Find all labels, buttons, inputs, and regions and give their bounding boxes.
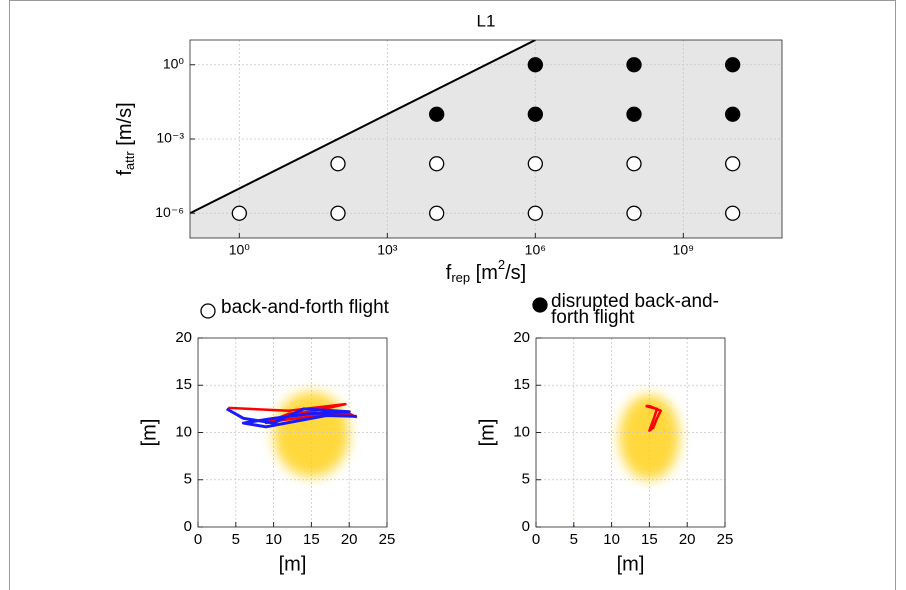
- x-tick-label: 10⁹: [673, 242, 695, 258]
- y-tick-label: 0: [522, 518, 530, 535]
- trajectory: [645, 404, 662, 432]
- axis-label: [m]: [279, 553, 307, 575]
- point: [725, 156, 741, 172]
- y-tick-label: 10: [513, 423, 530, 440]
- y-tick-label: 20: [513, 329, 530, 346]
- point: [527, 205, 543, 221]
- frame: [9, 0, 896, 590]
- axis-label: [m]: [476, 419, 498, 447]
- y-tick-label: 10⁰: [163, 55, 185, 71]
- x-tick-label: 15: [641, 531, 658, 548]
- y-tick-label: 0: [184, 518, 192, 535]
- point: [725, 57, 741, 73]
- point: [626, 57, 642, 73]
- axis-label-part: [m: [470, 262, 498, 284]
- y-tick-label: 10⁻⁶: [155, 204, 184, 220]
- y-tick-label: 15: [175, 376, 192, 393]
- x-tick-label: 25: [717, 531, 734, 548]
- legend-marker: [200, 303, 216, 319]
- x-tick-label: 10: [265, 531, 282, 548]
- point: [626, 106, 642, 122]
- boundary-line: [190, 40, 536, 215]
- x-tick-label: 0: [194, 531, 202, 548]
- axis-label-part: f: [114, 170, 136, 176]
- point: [527, 156, 543, 172]
- point: [429, 205, 445, 221]
- axis-label: frep [m2/s]: [446, 257, 527, 285]
- point: [725, 106, 741, 122]
- plot-layer: [536, 338, 725, 527]
- x-tick-label: 10⁰: [229, 242, 251, 258]
- point: [429, 156, 445, 172]
- point: [330, 205, 346, 221]
- x-tick-label: 25: [379, 531, 396, 548]
- point: [330, 156, 346, 172]
- axis-label: [m]: [138, 419, 160, 447]
- point: [626, 156, 642, 172]
- y-tick-label: 10: [175, 423, 192, 440]
- point: [725, 205, 741, 221]
- y-tick-label: 5: [522, 471, 530, 488]
- point: [527, 106, 543, 122]
- x-tick-label: 20: [341, 531, 358, 548]
- axis-label-part: [m/s]: [114, 102, 136, 151]
- axis-label-part: f: [446, 262, 452, 284]
- x-tick-label: 5: [232, 531, 240, 548]
- x-tick-label: 5: [570, 531, 578, 548]
- legend-text: back-and-forth flight: [221, 297, 389, 318]
- x-tick-label: 10: [603, 531, 620, 548]
- x-tick-label: 0: [532, 531, 540, 548]
- y-tick-label: 15: [513, 376, 530, 393]
- axis-label: fattr [m/s]: [114, 102, 137, 175]
- x-tick-label: 10³: [377, 242, 398, 258]
- axis-label-part: /s]: [505, 262, 526, 284]
- axis-label-part: 2: [498, 257, 505, 272]
- x-tick-label: 10⁶: [525, 242, 546, 258]
- trajectory: [225, 407, 357, 429]
- plot-layer: [198, 338, 387, 527]
- point: [231, 205, 247, 221]
- legend-text: disrupted back-and-forth flight: [551, 291, 719, 328]
- legend-marker: [532, 297, 548, 313]
- plot-layer: [190, 40, 782, 238]
- point: [429, 106, 445, 122]
- y-tick-label: 20: [175, 329, 192, 346]
- x-tick-label: 20: [679, 531, 696, 548]
- point: [626, 205, 642, 221]
- x-tick-label: 15: [303, 531, 320, 548]
- y-tick-label: 5: [184, 471, 192, 488]
- axis-label: [m]: [617, 553, 645, 575]
- axis-label-part: rep: [451, 270, 470, 285]
- y-tick-label: 10⁻³: [156, 130, 184, 146]
- chart-title: L1: [477, 11, 496, 30]
- point: [527, 57, 543, 73]
- axis-label-part: attr: [122, 151, 137, 170]
- density-region: [619, 394, 680, 480]
